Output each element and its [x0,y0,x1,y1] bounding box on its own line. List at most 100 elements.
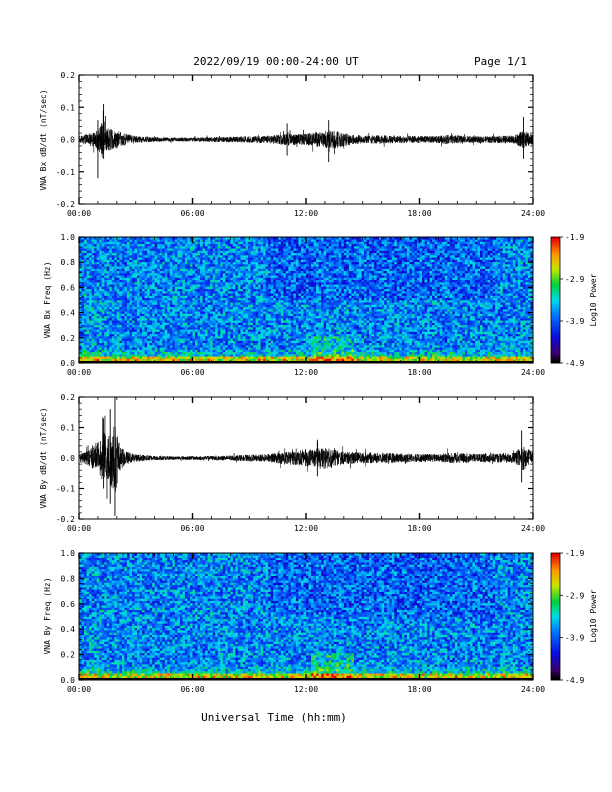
spectrogram-cell [145,350,148,353]
spectrogram-cell [331,309,334,312]
spectrogram-cell [193,309,196,312]
spectrogram-cell [140,323,143,326]
spectrogram-cell [195,345,198,348]
spectrogram-cell [102,314,105,317]
spectrogram-cell [243,356,246,359]
spectrogram-cell [367,352,370,355]
spectrogram-cell [341,314,344,317]
spectrogram-cell [508,327,511,330]
spectrogram-cell [462,311,465,314]
spectrogram-cell [319,354,322,357]
spectrogram-cell [107,341,110,344]
spectrogram-cell [462,336,465,339]
spectrogram-cell [467,338,470,341]
spectrogram-cell [364,318,367,321]
spectrogram-cell [213,345,216,348]
spectrogram-cell [351,354,354,357]
spectrogram-cell [160,334,163,337]
spectrogram-cell [248,352,251,355]
spectrogram-cell [316,316,319,319]
spectrogram-cell [478,320,481,323]
spectrogram-cell [235,343,238,346]
spectrogram-cell [518,336,521,339]
spectrogram-cell [450,302,453,305]
spectrogram-cell [155,327,158,330]
spectrogram-cell [440,359,443,362]
spectrogram-cell [402,302,405,305]
spectrogram-cell [475,316,478,319]
spectrogram-cell [505,327,508,330]
spectrogram-cell [293,336,296,339]
spectrogram-cell [117,320,120,323]
spectrogram-cell [278,336,281,339]
spectrogram-cell [306,338,309,341]
spectrogram-cell [314,359,317,362]
spectrogram-cell [394,329,397,332]
spectrogram-cell [334,336,337,339]
spectrogram-cell [500,359,503,362]
spectrogram-cell [420,343,423,346]
spectrogram-cell [319,336,322,339]
spectrogram-cell [268,336,271,339]
spectrogram-cell [354,338,357,341]
spectrogram-cell [127,302,130,305]
spectrogram-cell [261,311,264,314]
spectrogram-cell [485,347,488,350]
spectrogram-cell [505,311,508,314]
spectrogram-cell [155,311,158,314]
spectrogram-cell [170,309,173,312]
spectrogram-cell [215,336,218,339]
spectrogram-cell [92,320,95,323]
spectrogram-cell [276,316,279,319]
spectrogram-cell [455,343,458,346]
spectrogram-cell [389,307,392,310]
spectrogram-cell [372,352,375,355]
spectrogram-cell [528,305,531,308]
spectrogram-cell [157,332,160,335]
spectrogram-cell [414,311,417,314]
spectrogram-cell [407,318,410,321]
spectrogram-cell [177,341,180,344]
spectrogram-cell [213,316,216,319]
spectrogram-cell [417,302,420,305]
spectrogram-cell [374,359,377,362]
spectrogram-cell [447,341,450,344]
spectrogram-cell [175,356,178,359]
spectrogram-cell [407,334,410,337]
spectrogram-cell [205,343,208,346]
spectrogram-cell [495,320,498,323]
spectrogram-cell [170,334,173,337]
spectrogram-cell [114,302,117,305]
spectrogram-cell [87,350,90,353]
spectrogram-cell [518,302,521,305]
spectrogram-cell [314,309,317,312]
spectrogram-cell [301,302,304,305]
spectrogram-cell [94,302,97,305]
spectrogram-cell [490,352,493,355]
spectrogram-cell [306,345,309,348]
spectrogram-cell [198,359,201,362]
spectrogram-cell [387,318,390,321]
spectrogram-cell [220,352,223,355]
spectrogram-cell [261,325,264,328]
spectrogram-cell [478,334,481,337]
spectrogram-cell [124,338,127,341]
spectrogram-cell [382,323,385,326]
spectrogram-cell [488,309,491,312]
spectrogram-cell [233,305,236,308]
spectrogram-cell [291,359,294,362]
spectrogram-cell [359,338,362,341]
spectrogram-cell [205,327,208,330]
spectrogram-cell [180,305,183,308]
spectrogram-cell [493,341,496,344]
spectrogram-cell [372,307,375,310]
spectrogram-cell [329,302,332,305]
spectrogram-cell [228,341,231,344]
spectrogram-cell [99,356,102,359]
spectrogram-cell [460,356,463,359]
spectrogram-cell [402,341,405,344]
spectrogram-cell [399,309,402,312]
spectrogram-cell [518,332,521,335]
spectrogram-cell [238,325,241,328]
spectrogram-cell [306,309,309,312]
